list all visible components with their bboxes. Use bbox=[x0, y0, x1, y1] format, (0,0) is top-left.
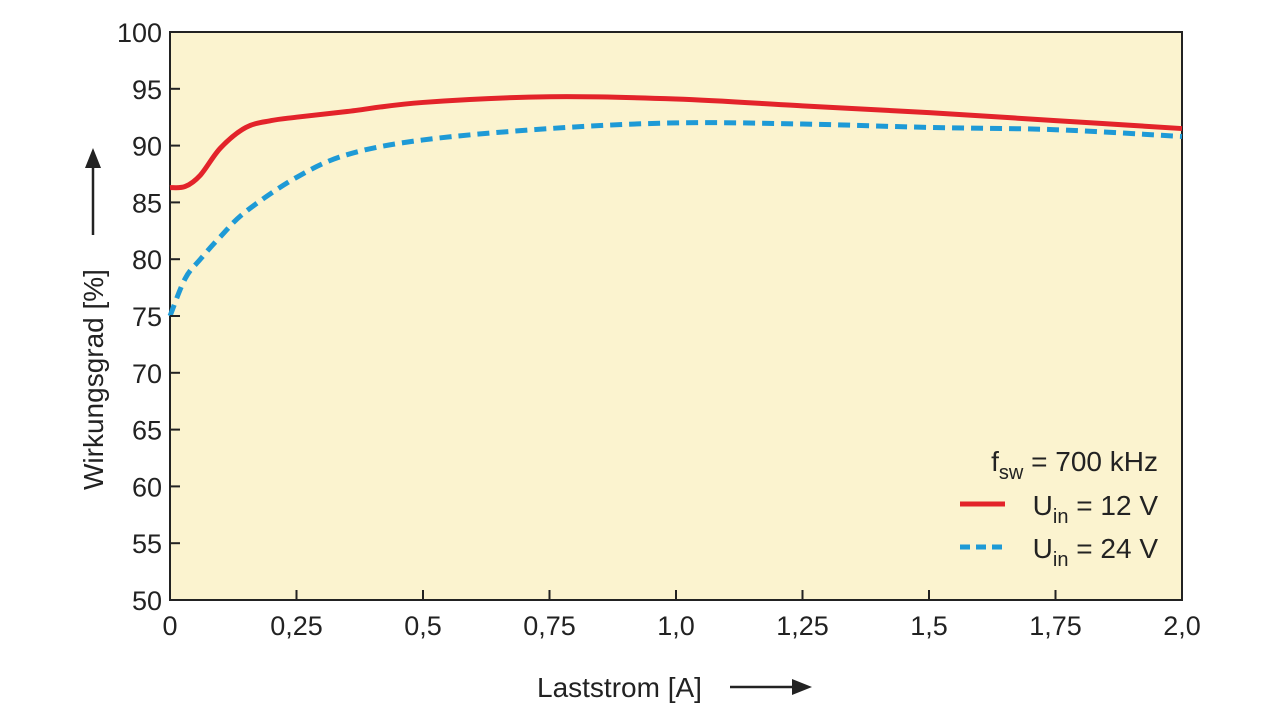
x-tick-label: 0 bbox=[162, 611, 177, 641]
x-axis-arrowhead bbox=[792, 679, 812, 695]
y-tick-label: 95 bbox=[132, 75, 162, 105]
legend-label-24v: Uin = 24 V bbox=[1033, 533, 1159, 571]
y-tick-label: 80 bbox=[132, 245, 162, 275]
x-tick-label: 2,0 bbox=[1163, 611, 1201, 641]
series-line-12v bbox=[169, 94, 1183, 191]
x-tick-label: 1,25 bbox=[776, 611, 829, 641]
series-line-24v bbox=[167, 120, 1183, 317]
y-tick-label: 70 bbox=[132, 359, 162, 389]
x-tick-label: 0,75 bbox=[523, 611, 576, 641]
y-axis-label: Wirkungsgrad [%] bbox=[78, 148, 109, 490]
y-tick-label: 55 bbox=[132, 529, 162, 559]
y-tick-label: 90 bbox=[132, 132, 162, 162]
y-tick-label: 60 bbox=[132, 472, 162, 502]
x-tick-label: 0,25 bbox=[270, 611, 323, 641]
y-tick-label: 65 bbox=[132, 416, 162, 446]
y-axis-title: Wirkungsgrad [%] bbox=[78, 269, 109, 490]
x-tick-label: 1,75 bbox=[1029, 611, 1082, 641]
legend: fsw = 700 kHz Uin = 12 V Uin = 24 V bbox=[960, 446, 1158, 571]
x-axis-title: Laststrom [A] bbox=[537, 672, 702, 703]
x-tick-label: 1,5 bbox=[910, 611, 948, 641]
legend-title: fsw = 700 kHz bbox=[991, 446, 1158, 484]
x-axis-label: Laststrom [A] bbox=[537, 672, 812, 703]
y-tick-label: 100 bbox=[117, 18, 162, 48]
y-tick-label: 50 bbox=[132, 586, 162, 616]
y-tick-label: 85 bbox=[132, 188, 162, 218]
x-tick-label: 0,5 bbox=[404, 611, 442, 641]
legend-label-12v: Uin = 12 V bbox=[1033, 490, 1159, 528]
y-axis-arrowhead bbox=[85, 148, 101, 168]
x-tick-label: 1,0 bbox=[657, 611, 695, 641]
y-tick-label: 75 bbox=[132, 302, 162, 332]
